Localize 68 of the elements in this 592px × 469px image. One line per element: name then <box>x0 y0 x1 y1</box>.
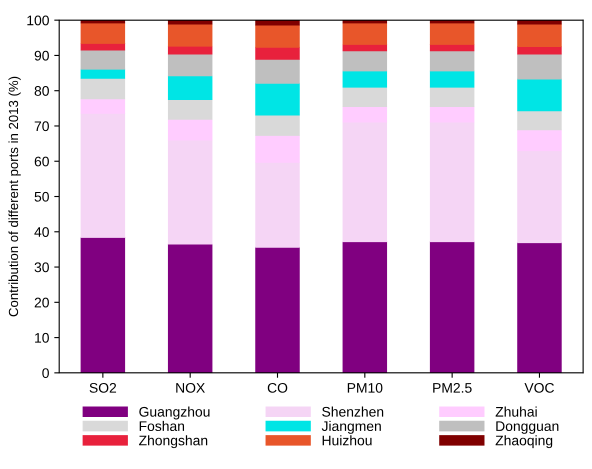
x-tick-label: PM10 <box>348 382 382 393</box>
bar <box>517 20 562 24</box>
bar <box>255 246 300 373</box>
y-tick-label: 30 <box>34 262 49 272</box>
bar <box>342 20 388 24</box>
y-tick-label: 10 <box>35 332 49 343</box>
bar <box>517 24 562 48</box>
bar <box>168 46 212 54</box>
bar <box>255 24 300 48</box>
x-tick-label: PM2.5 <box>433 382 472 393</box>
bar <box>342 44 388 52</box>
bar <box>342 22 388 45</box>
bar <box>517 242 562 373</box>
bar <box>80 68 126 79</box>
x-tick-label: VOC <box>524 382 554 393</box>
y-axis-title: Contribution of different ports in 2013 (%) <box>8 76 21 316</box>
bar <box>168 54 212 76</box>
bar <box>430 20 474 24</box>
legend-label: Foshan <box>140 420 184 432</box>
y-tick-label: 100 <box>27 16 49 26</box>
bar <box>168 244 212 373</box>
bar <box>255 20 300 26</box>
legend-label: Zhuhai <box>496 406 537 417</box>
y-tick-label: 20 <box>34 298 49 308</box>
bar <box>517 54 562 80</box>
bar <box>168 24 212 47</box>
x-tick-label: SO2 <box>90 382 116 393</box>
bar <box>342 86 388 107</box>
y-tick-label: 40 <box>34 227 49 237</box>
bar <box>80 237 126 373</box>
bar <box>430 22 474 45</box>
bar <box>80 20 126 24</box>
bar <box>342 70 388 88</box>
bar <box>255 58 300 84</box>
y-tick-label: 80 <box>34 86 49 96</box>
legend-label: Huizhou <box>322 435 372 446</box>
bar <box>255 114 300 136</box>
x-tick-label: CO <box>268 382 288 393</box>
bar <box>342 50 388 72</box>
legend-label: Zhaoqing <box>496 435 552 448</box>
legend-label: Guangzhou <box>139 406 210 420</box>
bar <box>168 99 212 120</box>
y-tick-label: 0 <box>42 368 49 378</box>
legend-label: Shenzhen <box>322 406 384 417</box>
y-tick-label: 60 <box>34 156 49 166</box>
bar <box>430 44 474 52</box>
bar <box>80 50 126 70</box>
bar <box>430 70 474 88</box>
bar <box>80 22 126 44</box>
bar <box>255 82 300 116</box>
x-tick-label: NOX <box>176 382 205 393</box>
bar <box>430 50 474 72</box>
bar <box>168 75 212 100</box>
bar <box>255 46 300 60</box>
legend-label: Zhongshan <box>139 435 208 448</box>
bar <box>168 20 212 24</box>
bar <box>517 46 562 54</box>
y-tick-label: 70 <box>34 121 49 132</box>
bar <box>342 241 388 373</box>
legend-label: Jiangmen <box>322 420 381 434</box>
bar <box>430 86 474 107</box>
y-tick-label: 50 <box>34 192 49 202</box>
bar <box>430 241 474 373</box>
legend-label: Dongguan <box>496 421 558 434</box>
bar <box>517 110 562 130</box>
y-tick-label: 90 <box>34 50 49 61</box>
bar <box>517 78 562 112</box>
bar <box>80 78 126 100</box>
